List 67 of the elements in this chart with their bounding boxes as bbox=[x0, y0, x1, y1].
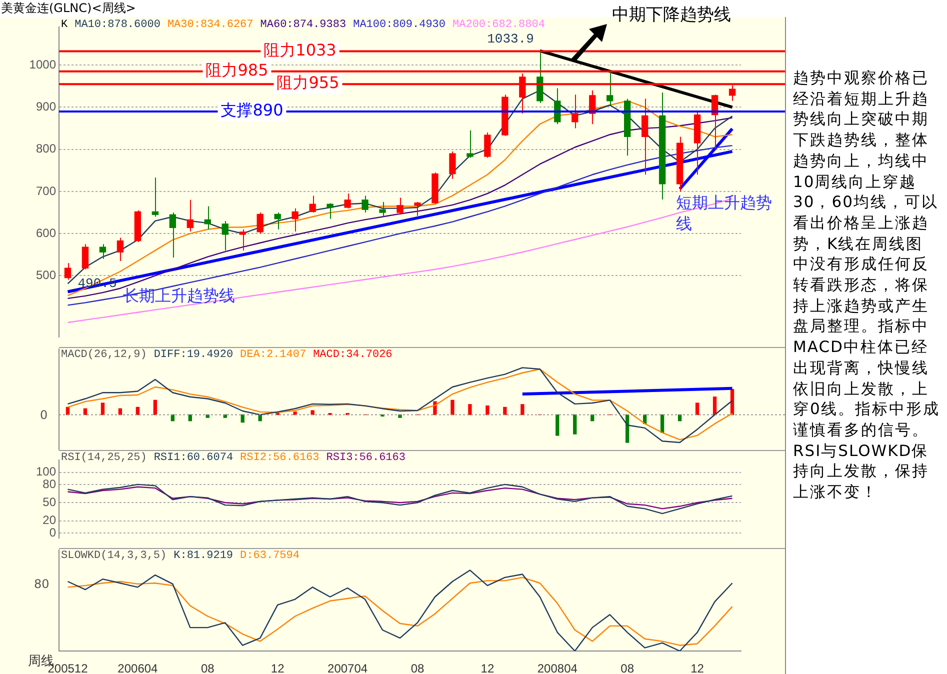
ref-line-label: 阻力985 bbox=[206, 60, 268, 80]
y-tick-label: 0 bbox=[49, 525, 56, 540]
series-label: DIFF:19.4920 bbox=[154, 349, 234, 361]
ref-line-label: 阻力1033 bbox=[264, 40, 336, 60]
x-tick-label: 12 bbox=[270, 662, 285, 674]
chart-title: 美黄金连(GLNC)<周线> bbox=[1, 0, 136, 17]
text: DEA:2.1407 bbox=[240, 349, 306, 361]
x-tick-label: 200804 bbox=[537, 662, 578, 674]
bar bbox=[100, 402, 105, 416]
y-tick-label: 600 bbox=[36, 226, 56, 240]
chart-title: SLOWKD(14,3,3,5) bbox=[61, 550, 167, 562]
bar bbox=[153, 400, 158, 416]
text: MA200:682.8804 bbox=[452, 19, 545, 31]
candlestick bbox=[239, 228, 246, 251]
y-tick-label: 100 bbox=[36, 464, 56, 479]
text: MA100:809.4930 bbox=[353, 19, 446, 31]
candlestick bbox=[326, 202, 334, 220]
text: RSI3:56.6163 bbox=[326, 452, 406, 464]
text: 趋势中观察价格已经沿着短期上升趋势线向上突破中期下跌趋势线，整体趋势向上，均线中10周线向上穿越30，60均线，可以看出价格呈上涨趋势，K线在周线图中没有形成任何反转看跌形态，将保持上涨趋势或产生盘局整理。指标中MACD中柱体已经出现背离，快慢线依旧向上发散，上穿0线。指标中形成谨慎看多的信号。RSI与SLOWKD保持向上发散，保持上涨不变！ bbox=[793, 69, 940, 502]
y-tick-label: 50 bbox=[42, 494, 56, 509]
candlestick bbox=[449, 150, 456, 180]
candlestick bbox=[484, 132, 491, 158]
bar bbox=[695, 402, 700, 416]
x-tick-label: 12 bbox=[690, 662, 704, 674]
candlestick bbox=[466, 130, 474, 158]
y-tick-label: 80 bbox=[42, 476, 56, 491]
y-tick-label: 900 bbox=[36, 100, 56, 114]
bar bbox=[136, 406, 140, 416]
x-tick-label: 200704 bbox=[328, 662, 368, 674]
ref-line-label: 支撑890 bbox=[220, 100, 284, 120]
bar bbox=[310, 410, 314, 416]
bar bbox=[468, 404, 472, 416]
text: MA10:878.6000 bbox=[74, 19, 160, 31]
y-tick-label: 700 bbox=[36, 184, 56, 198]
text: MA60:874.9383 bbox=[260, 19, 346, 31]
chart-title: RSI(14,25,25) bbox=[61, 452, 147, 464]
series-label: K:81.9219 bbox=[174, 550, 234, 562]
bar bbox=[486, 405, 490, 416]
bar bbox=[520, 404, 524, 416]
y-tick-label: 500 bbox=[36, 268, 56, 282]
x-tick-label: 12 bbox=[480, 662, 494, 674]
series-label: RSI1:60.6074 bbox=[154, 452, 234, 464]
bar bbox=[450, 400, 454, 416]
bar bbox=[503, 406, 507, 416]
candlestick bbox=[344, 193, 351, 209]
text: D:63.7594 bbox=[240, 550, 300, 562]
x-tick-label: 08 bbox=[620, 662, 634, 674]
x-tick-label: 200604 bbox=[118, 662, 158, 674]
candlestick bbox=[362, 195, 368, 214]
annotation: K bbox=[61, 19, 68, 31]
candlestick bbox=[396, 197, 404, 216]
annotation: 1033.9 bbox=[487, 31, 534, 46]
y-tick-label: 1000 bbox=[29, 57, 56, 72]
text: MA30:834.6267 bbox=[167, 19, 254, 31]
x-tick-label: 08 bbox=[410, 662, 424, 674]
bar bbox=[712, 396, 717, 416]
text: 中期下降趋势线 bbox=[612, 4, 731, 26]
chart-title: MACD(26,12,9) bbox=[61, 349, 147, 361]
text: MACD:34.7026 bbox=[313, 349, 392, 361]
ref-line-label: 阻力955 bbox=[276, 73, 340, 92]
legend-label: RSI2:56.6163 bbox=[240, 452, 320, 464]
bar bbox=[573, 414, 577, 434]
y-tick-label: 20 bbox=[42, 513, 56, 528]
bar bbox=[556, 414, 560, 436]
x-tick-label: 08 bbox=[200, 662, 215, 674]
y-tick-label: 800 bbox=[36, 142, 56, 156]
bar bbox=[293, 412, 297, 416]
